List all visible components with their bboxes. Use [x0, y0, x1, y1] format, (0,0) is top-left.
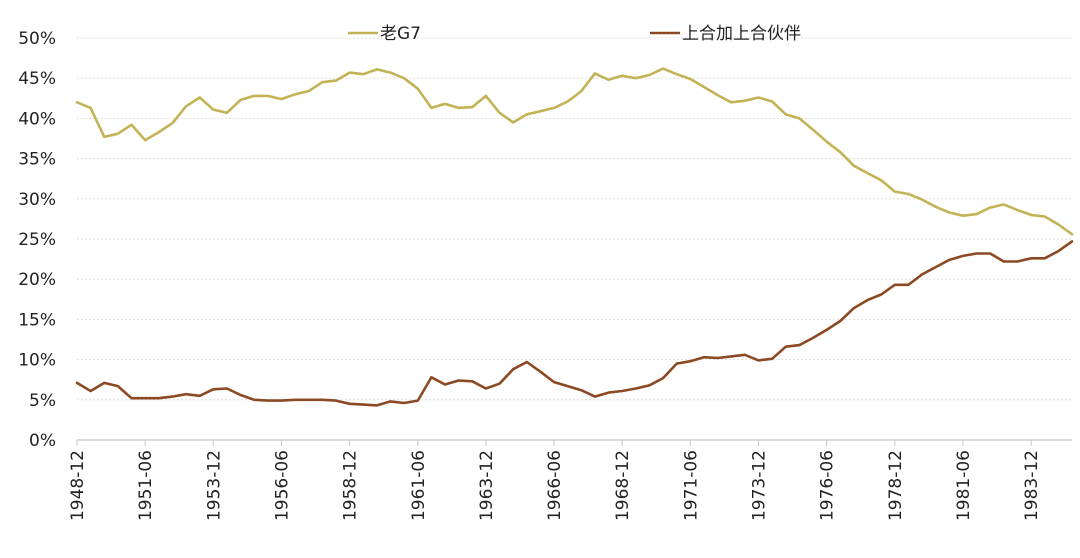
axes — [76, 439, 1072, 446]
x-tick-label: 1963-12 — [477, 450, 497, 521]
x-tick-label: 1981-06 — [954, 450, 974, 521]
x-tick-label: 1956-06 — [272, 450, 292, 521]
x-tick-label: 1971-06 — [681, 450, 701, 521]
x-tick-label: 1978-12 — [886, 450, 906, 521]
legend-label-1: 老G7 — [380, 24, 421, 44]
y-tick-label: 0% — [29, 431, 56, 451]
y-tick-label: 40% — [18, 109, 56, 129]
y-tick-label: 10% — [18, 351, 56, 371]
y-tick-label: 15% — [18, 310, 56, 330]
legend-label-2: 上合加上合伙伴 — [682, 24, 801, 44]
y-tick-label: 25% — [18, 230, 56, 250]
x-tick-label: 1953-12 — [204, 450, 224, 521]
y-axis-tick-labels: 0% 5% 10% 15% 20% 25% 30% 35% 40% 45% 50% — [18, 29, 56, 451]
y-tick-label: 5% — [29, 391, 56, 411]
x-tick-label: 1948-12 — [68, 450, 88, 521]
x-tick-label: 1983-12 — [1022, 450, 1042, 521]
x-tick-label: 1961-06 — [409, 450, 429, 521]
series-lines — [75, 67, 1074, 407]
y-tick-label: 35% — [18, 150, 56, 170]
gridlines — [77, 37, 1072, 401]
y-tick-label: 45% — [18, 69, 56, 89]
y-tick-label: 20% — [18, 270, 56, 290]
series-line-1 — [75, 67, 1074, 236]
y-tick-label: 50% — [18, 29, 56, 49]
x-tick-label: 1951-06 — [136, 450, 156, 521]
x-tick-label: 1976-06 — [818, 450, 838, 521]
x-tick-label: 1973-12 — [750, 450, 770, 521]
series-line-2 — [75, 240, 1074, 407]
x-tick-label: 1958-12 — [341, 450, 361, 521]
legend: 老G7 上合加上合伙伴 — [348, 24, 801, 44]
x-tick-label: 1966-06 — [545, 450, 565, 521]
x-axis-tick-labels: 1948-12 1951-06 1953-12 1956-06 1958-12 1961-… — [68, 450, 1042, 521]
y-tick-label: 30% — [18, 190, 56, 210]
x-tick-label: 1968-12 — [613, 450, 633, 521]
